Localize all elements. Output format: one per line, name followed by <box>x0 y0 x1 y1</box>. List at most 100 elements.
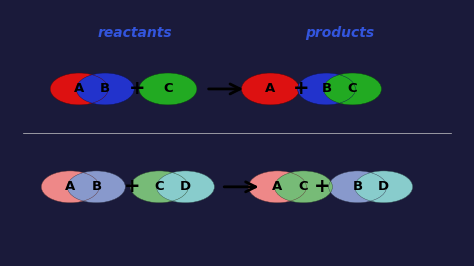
Circle shape <box>331 77 370 98</box>
Circle shape <box>45 173 94 200</box>
Circle shape <box>358 173 408 200</box>
Circle shape <box>251 172 303 201</box>
Circle shape <box>339 177 370 194</box>
Circle shape <box>280 174 324 198</box>
Circle shape <box>134 173 183 200</box>
Circle shape <box>370 179 390 190</box>
Circle shape <box>332 173 382 200</box>
Text: B: B <box>100 82 110 95</box>
Circle shape <box>330 172 385 202</box>
Circle shape <box>355 171 413 203</box>
Circle shape <box>85 78 121 98</box>
Circle shape <box>48 174 90 197</box>
Circle shape <box>167 177 198 194</box>
Circle shape <box>330 77 372 99</box>
Circle shape <box>136 174 180 198</box>
Circle shape <box>148 78 182 97</box>
Circle shape <box>338 81 358 92</box>
Text: reactants: reactants <box>97 26 172 40</box>
Circle shape <box>307 78 341 97</box>
Circle shape <box>256 175 295 196</box>
Circle shape <box>57 180 74 189</box>
Circle shape <box>160 173 210 200</box>
Circle shape <box>55 178 78 191</box>
Circle shape <box>371 180 388 189</box>
Circle shape <box>78 74 131 103</box>
Circle shape <box>49 175 88 196</box>
Text: +: + <box>128 80 145 98</box>
Circle shape <box>301 75 350 102</box>
Circle shape <box>299 74 354 104</box>
Circle shape <box>245 75 294 102</box>
Text: B: B <box>91 180 101 193</box>
Circle shape <box>54 178 80 192</box>
Circle shape <box>241 73 300 105</box>
Circle shape <box>140 74 195 104</box>
Circle shape <box>86 78 119 97</box>
Circle shape <box>144 178 167 191</box>
Circle shape <box>298 73 356 105</box>
Circle shape <box>141 74 193 103</box>
Circle shape <box>257 176 293 196</box>
Circle shape <box>146 77 187 99</box>
Circle shape <box>363 176 400 196</box>
Circle shape <box>144 76 189 100</box>
Circle shape <box>356 172 411 202</box>
Circle shape <box>77 74 133 104</box>
Circle shape <box>170 178 193 191</box>
Circle shape <box>255 81 278 93</box>
Circle shape <box>365 176 398 195</box>
Circle shape <box>253 173 300 199</box>
Circle shape <box>75 175 114 196</box>
Circle shape <box>72 173 118 199</box>
Circle shape <box>275 172 331 202</box>
Circle shape <box>139 176 175 196</box>
Circle shape <box>64 81 87 93</box>
Circle shape <box>311 81 334 93</box>
Circle shape <box>165 176 201 196</box>
Circle shape <box>42 172 98 202</box>
Circle shape <box>139 73 197 105</box>
Circle shape <box>50 73 108 105</box>
Circle shape <box>58 77 97 98</box>
Circle shape <box>77 176 110 195</box>
Circle shape <box>142 75 192 102</box>
Circle shape <box>52 74 105 103</box>
Circle shape <box>150 79 181 96</box>
Circle shape <box>249 77 288 98</box>
Text: D: D <box>378 180 389 193</box>
Circle shape <box>55 76 100 100</box>
Circle shape <box>138 175 177 196</box>
Circle shape <box>74 174 116 197</box>
Circle shape <box>133 172 185 201</box>
Circle shape <box>44 172 96 201</box>
Circle shape <box>362 175 401 196</box>
Circle shape <box>68 172 124 202</box>
Circle shape <box>329 76 373 100</box>
Circle shape <box>306 78 342 98</box>
Circle shape <box>287 178 313 192</box>
Circle shape <box>46 173 92 199</box>
Circle shape <box>246 75 293 101</box>
Circle shape <box>283 176 319 196</box>
Circle shape <box>255 174 297 197</box>
Circle shape <box>51 176 84 195</box>
Circle shape <box>284 176 318 195</box>
Circle shape <box>288 178 311 191</box>
Circle shape <box>367 178 393 192</box>
Circle shape <box>169 178 195 192</box>
Circle shape <box>71 173 120 200</box>
Circle shape <box>335 80 364 95</box>
Circle shape <box>369 178 392 191</box>
Circle shape <box>277 172 329 201</box>
Circle shape <box>339 82 357 91</box>
Circle shape <box>79 177 107 193</box>
Circle shape <box>70 172 122 201</box>
Circle shape <box>54 75 103 102</box>
Circle shape <box>137 174 179 197</box>
Circle shape <box>55 75 101 101</box>
Circle shape <box>73 174 117 198</box>
Text: +: + <box>313 177 330 196</box>
Circle shape <box>366 177 395 193</box>
Circle shape <box>250 78 286 98</box>
